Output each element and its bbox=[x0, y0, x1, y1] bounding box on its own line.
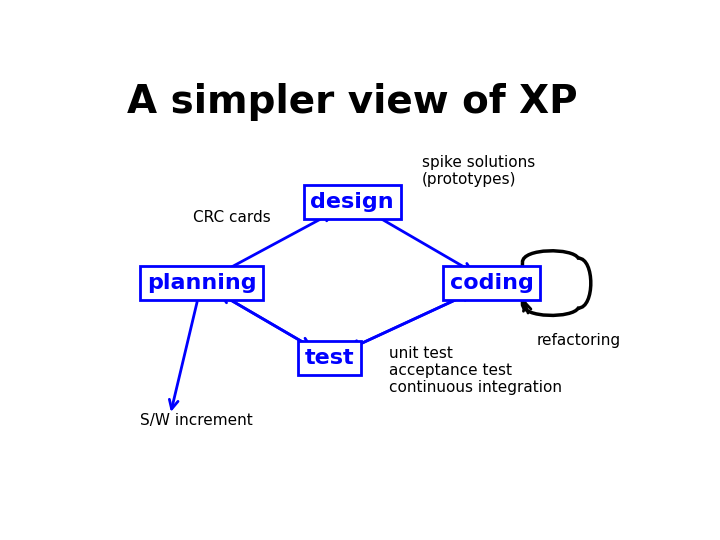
Text: A simpler view of XP: A simpler view of XP bbox=[127, 83, 577, 121]
Text: unit test
acceptance test
continuous integration: unit test acceptance test continuous int… bbox=[389, 346, 562, 395]
Text: CRC cards: CRC cards bbox=[194, 210, 271, 225]
Text: coding: coding bbox=[450, 273, 534, 293]
Text: refactoring: refactoring bbox=[536, 333, 621, 348]
Text: planning: planning bbox=[147, 273, 256, 293]
Text: test: test bbox=[305, 348, 355, 368]
Text: S/W increment: S/W increment bbox=[140, 413, 253, 428]
Text: spike solutions
(prototypes): spike solutions (prototypes) bbox=[422, 154, 535, 187]
Text: design: design bbox=[310, 192, 394, 212]
